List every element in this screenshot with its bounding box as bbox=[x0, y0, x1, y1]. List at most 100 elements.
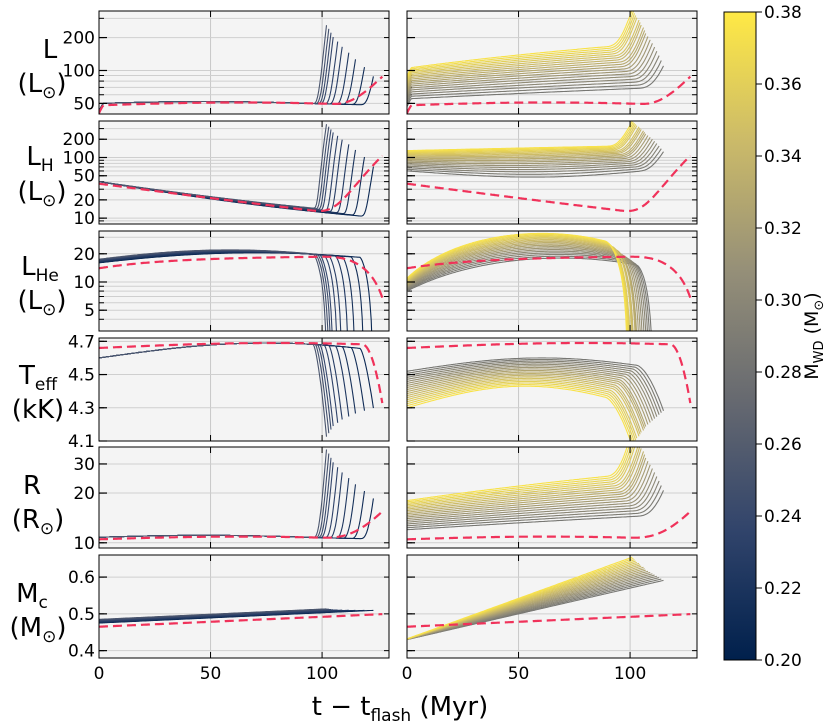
track-line bbox=[407, 485, 662, 529]
track-line bbox=[407, 461, 649, 518]
track-line bbox=[407, 137, 651, 165]
track-line bbox=[407, 360, 660, 415]
yunit-L: (L⊙) bbox=[17, 69, 66, 103]
track-line bbox=[407, 15, 637, 81]
track-line bbox=[407, 447, 636, 507]
panel-Mc-right: 0 50 100 bbox=[402, 554, 698, 684]
x-tick-label: 50 bbox=[508, 664, 530, 684]
track-line bbox=[407, 362, 658, 417]
reference-track bbox=[407, 613, 691, 628]
colorbar-tick-label: 0.38 bbox=[764, 3, 802, 23]
reference-track bbox=[99, 613, 383, 628]
panel-background bbox=[98, 10, 390, 115]
track-line bbox=[407, 33, 647, 91]
colorbar-tick-label: 0.30 bbox=[764, 291, 802, 311]
track-line bbox=[407, 237, 631, 331]
track-line bbox=[407, 238, 633, 331]
reference-track bbox=[99, 75, 384, 114]
colorbar-tick-label: 0.36 bbox=[764, 75, 802, 95]
ylabel-Teff: Teff bbox=[18, 361, 58, 395]
colorbar-tick-label: 0.32 bbox=[764, 219, 802, 239]
y-tick-label: 50 bbox=[73, 167, 95, 187]
y-tick-label: 10 bbox=[73, 209, 95, 229]
track-line bbox=[407, 451, 645, 513]
track-line bbox=[407, 46, 656, 99]
y-tick-label: 4.7 bbox=[68, 332, 95, 352]
panel-frame bbox=[406, 337, 698, 442]
track-line bbox=[407, 242, 636, 331]
colorbar-tick-label: 0.22 bbox=[764, 579, 802, 599]
yunit-LH: (L⊙) bbox=[17, 177, 66, 211]
colorbar-tick-label: 0.34 bbox=[764, 147, 802, 167]
reference-track bbox=[407, 75, 692, 114]
panel-Mc-left: 0 50 100 0.4 0.5 0.6 bbox=[68, 554, 390, 684]
track-line bbox=[407, 472, 656, 523]
track-line bbox=[407, 454, 646, 515]
track-line bbox=[407, 468, 653, 521]
panel-LHe-left: 5 10 20 bbox=[73, 230, 390, 332]
colorbar: 0.20 0.22 0.24 0.26 0.28 0.30 0.32 0.34 0.36 0.38… bbox=[723, 3, 827, 671]
track-line bbox=[407, 447, 628, 502]
track-line bbox=[407, 447, 634, 506]
tracks bbox=[99, 608, 383, 628]
tracks bbox=[99, 249, 384, 331]
track-line bbox=[407, 490, 664, 531]
track-line bbox=[407, 379, 638, 439]
x-tick-label: 0 bbox=[402, 664, 413, 684]
panel-background bbox=[98, 230, 390, 332]
track-line bbox=[407, 250, 645, 331]
track-line bbox=[407, 246, 639, 331]
colorbar-tick-label: 0.24 bbox=[764, 507, 802, 527]
track-line bbox=[407, 376, 641, 435]
track-line bbox=[407, 55, 660, 103]
y-tick-label: 50 bbox=[73, 94, 95, 114]
track-line bbox=[407, 371, 646, 429]
x-tick-label: 0 bbox=[94, 664, 105, 684]
panel-frame bbox=[98, 554, 390, 659]
y-tick-label: 5 bbox=[84, 301, 95, 321]
track-line bbox=[407, 11, 634, 78]
y-tick-label: 200 bbox=[63, 130, 95, 150]
tracks bbox=[407, 11, 692, 114]
track-line bbox=[407, 448, 642, 512]
track-line bbox=[407, 65, 664, 107]
track-line bbox=[407, 36, 649, 93]
track-line bbox=[407, 127, 641, 157]
tracks bbox=[407, 121, 692, 213]
track-line bbox=[407, 43, 653, 97]
track-line bbox=[407, 447, 630, 503]
track-line bbox=[407, 234, 629, 331]
track-line bbox=[407, 124, 637, 154]
tracks bbox=[99, 124, 384, 217]
x-tick-label: 100 bbox=[306, 664, 338, 684]
tracks bbox=[407, 447, 692, 541]
panel-L-left: 50 100 200 bbox=[63, 10, 390, 115]
track-line bbox=[407, 143, 658, 171]
panel-frame bbox=[406, 10, 698, 115]
panel-background bbox=[98, 554, 390, 659]
tracks bbox=[99, 449, 384, 541]
track-line bbox=[407, 123, 635, 153]
y-tick-label: 4.3 bbox=[68, 399, 95, 419]
track-line bbox=[407, 365, 653, 421]
reference-track bbox=[407, 154, 692, 213]
reference-track bbox=[99, 255, 384, 299]
x-tick-label: 50 bbox=[200, 664, 222, 684]
track-line bbox=[407, 368, 649, 425]
reference-track bbox=[407, 341, 692, 404]
track-line bbox=[407, 30, 646, 90]
panel-frame bbox=[406, 554, 698, 659]
colorbar-gradient bbox=[723, 11, 757, 661]
track-line bbox=[407, 19, 640, 83]
gridlines bbox=[99, 555, 389, 658]
reference-track bbox=[99, 510, 384, 541]
track-line bbox=[407, 244, 638, 331]
y-tick-label: 10 bbox=[73, 534, 95, 554]
track-line bbox=[407, 247, 641, 331]
panel-L-right bbox=[406, 10, 698, 115]
track-line bbox=[99, 249, 327, 331]
track-line bbox=[407, 385, 632, 441]
reference-track bbox=[407, 255, 692, 299]
